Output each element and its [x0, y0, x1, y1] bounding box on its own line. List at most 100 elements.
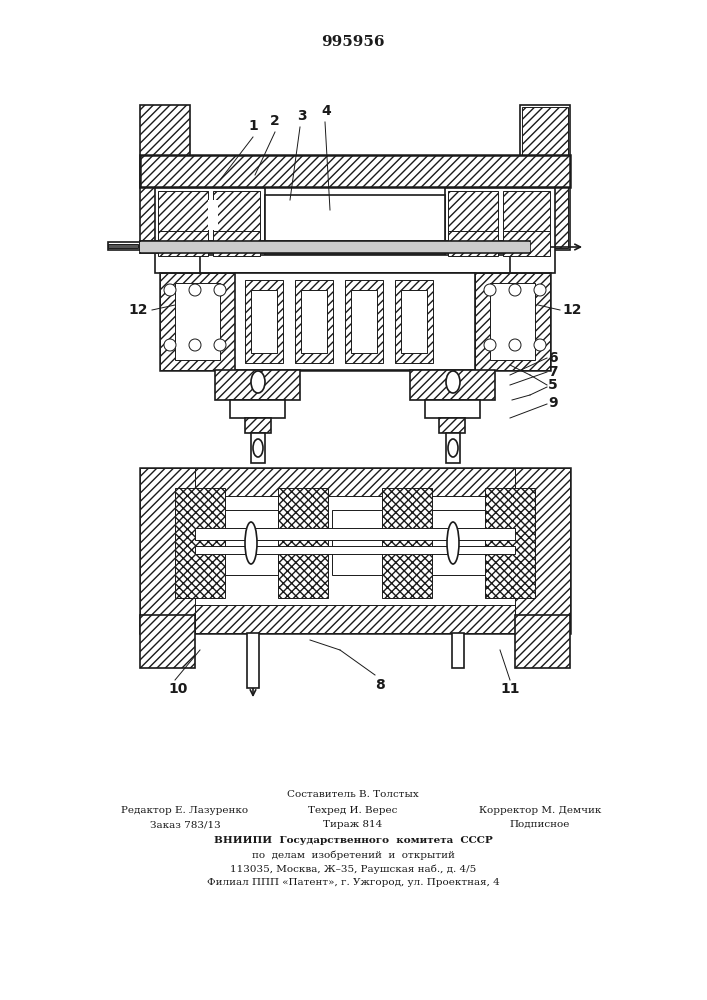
- Bar: [195, 528, 515, 540]
- Bar: [195, 605, 515, 633]
- Text: Подписное: Подписное: [510, 820, 570, 829]
- Bar: [235, 273, 475, 370]
- Circle shape: [164, 339, 176, 351]
- Text: Тираж 814: Тираж 814: [323, 820, 382, 829]
- Bar: [140, 242, 530, 252]
- Bar: [200, 255, 510, 273]
- Bar: [351, 290, 377, 353]
- Bar: [213, 191, 260, 231]
- Bar: [410, 370, 495, 400]
- Bar: [175, 488, 225, 598]
- Bar: [445, 188, 555, 273]
- Bar: [108, 242, 140, 250]
- Bar: [215, 370, 300, 400]
- Circle shape: [214, 339, 226, 351]
- Bar: [208, 200, 218, 230]
- Bar: [278, 488, 328, 598]
- Text: 2: 2: [270, 114, 280, 128]
- Text: 11: 11: [501, 682, 520, 696]
- Bar: [485, 488, 535, 598]
- Bar: [245, 418, 271, 433]
- Bar: [140, 468, 195, 633]
- Text: Заказ 783/13: Заказ 783/13: [150, 820, 221, 829]
- Bar: [439, 418, 465, 433]
- Bar: [140, 615, 195, 668]
- Bar: [195, 468, 515, 496]
- Bar: [251, 290, 277, 353]
- Ellipse shape: [251, 371, 265, 393]
- Bar: [160, 273, 235, 370]
- Bar: [425, 400, 480, 418]
- Bar: [295, 280, 333, 363]
- Bar: [503, 191, 550, 231]
- Ellipse shape: [448, 439, 458, 457]
- Bar: [503, 231, 550, 256]
- Ellipse shape: [446, 371, 460, 393]
- Circle shape: [484, 339, 496, 351]
- Bar: [452, 633, 464, 668]
- Circle shape: [189, 284, 201, 296]
- Text: Редактор Е. Лазуренко: Редактор Е. Лазуренко: [122, 806, 249, 815]
- Text: 1: 1: [248, 119, 258, 133]
- Bar: [448, 191, 498, 231]
- Bar: [448, 231, 498, 256]
- Circle shape: [484, 284, 496, 296]
- Bar: [158, 191, 208, 231]
- Bar: [140, 155, 570, 187]
- Circle shape: [214, 284, 226, 296]
- Text: 10: 10: [168, 682, 187, 696]
- Bar: [522, 107, 568, 248]
- Ellipse shape: [447, 522, 459, 564]
- Circle shape: [534, 339, 546, 351]
- Bar: [401, 290, 427, 353]
- Bar: [345, 280, 383, 363]
- Text: 12: 12: [562, 303, 581, 317]
- Text: Корректор М. Демчик: Корректор М. Демчик: [479, 806, 601, 815]
- Bar: [265, 195, 445, 255]
- Text: Составитель В. Толстых: Составитель В. Толстых: [287, 790, 419, 799]
- Bar: [158, 231, 208, 256]
- Text: 8: 8: [375, 678, 385, 692]
- Bar: [245, 280, 283, 363]
- Text: 3: 3: [297, 109, 307, 123]
- Bar: [140, 468, 570, 633]
- Circle shape: [509, 284, 521, 296]
- Bar: [160, 273, 550, 370]
- Bar: [247, 633, 259, 688]
- Text: ВНИИПИ  Государственного  комитета  СССР: ВНИИПИ Государственного комитета СССР: [214, 836, 492, 845]
- Circle shape: [164, 284, 176, 296]
- Bar: [195, 546, 515, 554]
- Ellipse shape: [245, 522, 257, 564]
- Bar: [225, 510, 278, 575]
- Text: 5: 5: [548, 378, 558, 392]
- Text: по  делам  изобретений  и  открытий: по делам изобретений и открытий: [252, 850, 455, 859]
- Bar: [446, 433, 460, 463]
- Bar: [395, 280, 433, 363]
- Text: 113035, Москва, Ж–35, Раушская наб., д. 4/5: 113035, Москва, Ж–35, Раушская наб., д. …: [230, 864, 476, 874]
- Text: Техред И. Верес: Техред И. Верес: [308, 806, 397, 815]
- Circle shape: [189, 339, 201, 351]
- Text: 9: 9: [548, 396, 558, 410]
- Circle shape: [509, 339, 521, 351]
- Text: 995956: 995956: [321, 35, 385, 49]
- Text: 12: 12: [129, 303, 148, 317]
- Bar: [251, 433, 265, 463]
- Bar: [382, 488, 432, 598]
- Bar: [432, 510, 485, 575]
- Text: Филиал ППП «Патент», г. Ужгород, ул. Проектная, 4: Филиал ППП «Патент», г. Ужгород, ул. Про…: [206, 878, 499, 887]
- Bar: [155, 188, 265, 273]
- Bar: [140, 105, 190, 250]
- Circle shape: [534, 284, 546, 296]
- Bar: [175, 283, 220, 360]
- Bar: [301, 290, 327, 353]
- Text: 6: 6: [548, 351, 558, 365]
- Bar: [140, 241, 530, 253]
- Bar: [520, 105, 570, 250]
- Text: 7: 7: [548, 365, 558, 379]
- Text: 4: 4: [321, 104, 331, 118]
- Bar: [108, 244, 138, 248]
- Bar: [230, 400, 285, 418]
- Bar: [515, 615, 570, 668]
- Bar: [490, 283, 535, 360]
- Bar: [515, 468, 570, 633]
